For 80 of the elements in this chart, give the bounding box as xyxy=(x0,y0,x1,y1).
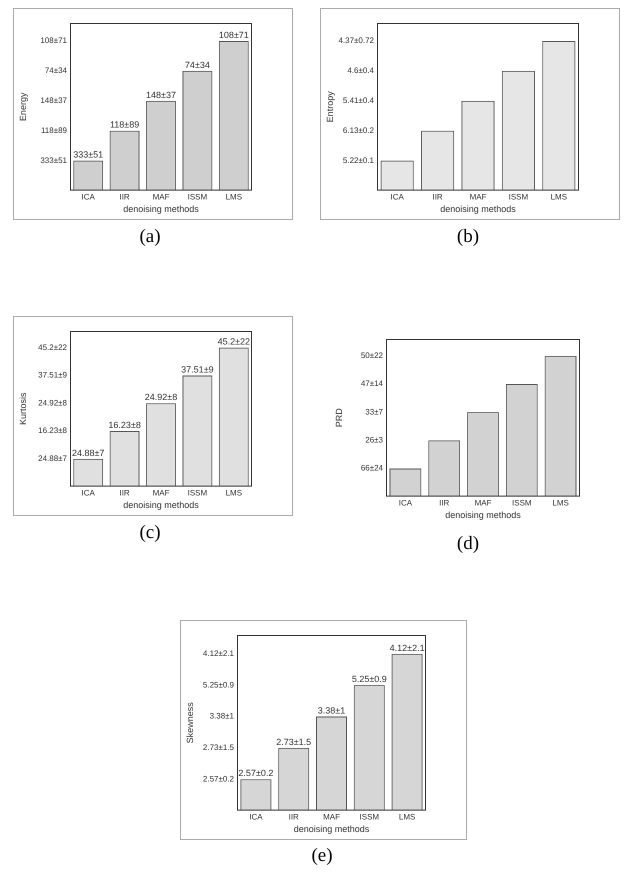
annotation: 5.25±0.9 xyxy=(352,674,387,684)
text: 5.25±0.9 xyxy=(202,680,235,690)
text: 74±34 xyxy=(44,66,68,76)
annotation: 16.23±8 xyxy=(108,420,141,430)
text: 118±89 xyxy=(40,126,68,135)
annotation: 118±89 xyxy=(110,120,140,130)
annotation: 2.57±0.2 xyxy=(238,768,274,778)
y-axis-title: Entropy xyxy=(324,90,335,122)
x-tick-label: IIR xyxy=(439,498,450,508)
x-tick-label: ICA xyxy=(398,498,413,508)
x-tick-label: ICA xyxy=(82,192,96,202)
annotation: 3.38±1 xyxy=(318,706,346,716)
x-tick-label: MAF xyxy=(474,498,492,508)
x-tick-label: ICA xyxy=(82,488,96,498)
annotation: 4.12±2.1 xyxy=(390,642,425,653)
x-tick-label: MAF xyxy=(323,812,340,822)
x-axis-title: denoising methods xyxy=(445,510,522,520)
x-tick-label: ISSM xyxy=(188,192,208,202)
text: 2.73±1.5 xyxy=(202,743,235,752)
x-tick-label: MAF xyxy=(152,488,170,498)
x-tick-label: ISSM xyxy=(508,192,529,202)
text: 24.92±8 xyxy=(38,398,68,408)
text: 108±71 xyxy=(40,36,68,46)
annotation: 148±37 xyxy=(146,90,176,100)
x-tick-label: LMS xyxy=(552,498,569,508)
x-tick-label: IIR xyxy=(119,192,130,202)
text: 148±37 xyxy=(40,96,68,106)
x-tick-label: ICA xyxy=(390,192,405,202)
x-axis-title: denoising methods xyxy=(294,824,370,834)
y-axis-title: Energy xyxy=(18,92,28,122)
annotation: 24.88±7 xyxy=(72,448,104,458)
text: (c) xyxy=(138,522,162,544)
text: 2.57±0.2 xyxy=(202,774,235,784)
y-axis-title: PRD xyxy=(334,408,344,428)
text: 4.37±0.72 xyxy=(338,36,375,46)
annotation: 74±34 xyxy=(184,60,210,70)
x-axis-title: denoising methods xyxy=(440,204,516,214)
annotation: 108±71 xyxy=(218,30,249,40)
text: 37.51±9 xyxy=(38,370,68,380)
text: 6.13±0.2 xyxy=(342,126,375,135)
x-axis-title: denoising methods xyxy=(123,204,200,214)
annotation: 2.73±1.5 xyxy=(276,736,312,747)
x-axis-title: denoising methods xyxy=(123,500,200,510)
text: 16.23±8 xyxy=(38,426,68,436)
text: 24.88±7 xyxy=(38,454,68,464)
text: 47±14 xyxy=(360,379,384,388)
annotation: 333±51 xyxy=(73,150,104,160)
x-tick-label: IIR xyxy=(119,488,130,498)
x-tick-label: ICA xyxy=(249,812,264,822)
x-tick-label: ISSM xyxy=(512,498,532,508)
x-tick-label: MAF xyxy=(152,192,170,202)
annotation: 24.92±8 xyxy=(144,392,178,402)
annotation: 37.51±9 xyxy=(181,364,214,374)
x-tick-label: IIR xyxy=(432,192,443,202)
text: 4.12±2.1 xyxy=(202,649,235,658)
x-tick-label: LMS xyxy=(226,488,242,498)
y-axis-title: Kurtosis xyxy=(18,392,28,426)
x-tick-label: LMS xyxy=(226,192,242,202)
text: 26±3 xyxy=(365,436,384,445)
text: (a) xyxy=(138,226,162,248)
x-tick-label: ISSM xyxy=(188,488,208,498)
annotation: 45.2±22 xyxy=(218,336,250,347)
x-tick-label: MAF xyxy=(470,192,487,202)
x-tick-label: LMS xyxy=(550,192,568,202)
x-tick-label: LMS xyxy=(398,812,416,822)
text: 3.38±1 xyxy=(210,712,235,721)
x-tick-label: ISSM xyxy=(360,812,380,822)
text: 4.6±0.4 xyxy=(347,66,375,76)
y-axis-title: Skewness xyxy=(184,702,195,744)
text: (b) xyxy=(456,226,480,248)
text: 5.22±0.1 xyxy=(342,156,375,165)
text: 50±22 xyxy=(360,351,384,360)
text: 5.41±0.4 xyxy=(342,96,375,106)
text: 45.2±22 xyxy=(38,342,68,352)
x-tick-label: IIR xyxy=(288,812,300,822)
text: 66±24 xyxy=(360,464,384,473)
text: (e) xyxy=(310,845,334,867)
text: 333±51 xyxy=(40,156,68,165)
text: (d) xyxy=(456,533,480,555)
text: 33±7 xyxy=(365,407,384,416)
